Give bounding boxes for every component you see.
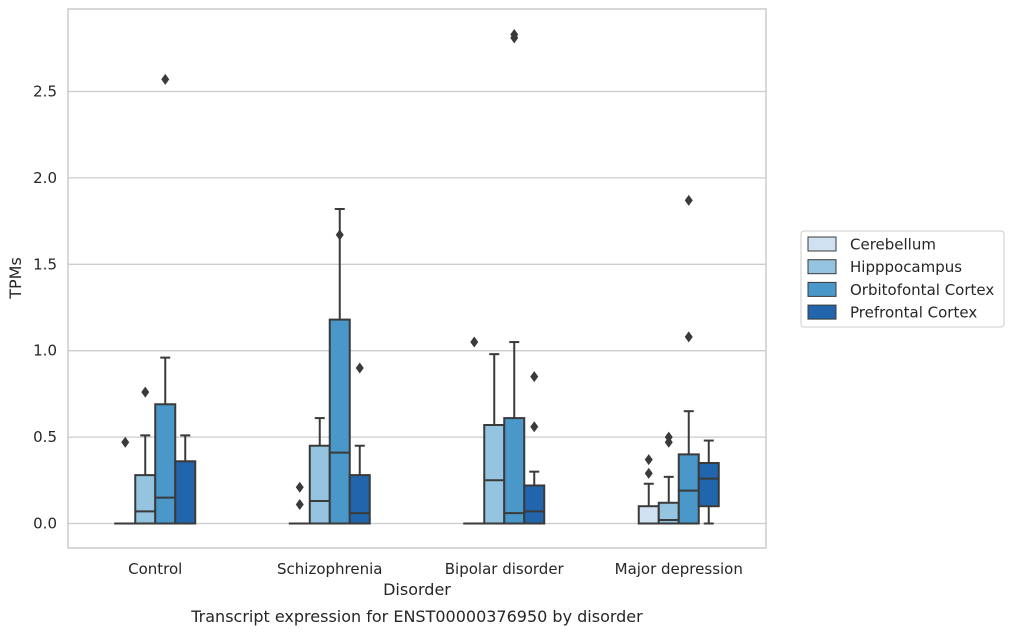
- box-iqr: [328, 318, 351, 525]
- y-tick-label: 1.5: [33, 255, 57, 273]
- box-iqr: [174, 460, 197, 525]
- y-tick-label: 2.5: [33, 83, 57, 101]
- box-iqr: [483, 424, 506, 525]
- legend-items: Cerebellum Hipppocampus Orbitofontal Corte…: [807, 236, 994, 322]
- box-iqr: [523, 484, 546, 525]
- x-tick-label: Control: [128, 560, 182, 578]
- outlier-point: [141, 386, 150, 398]
- box-iqr: [637, 505, 660, 525]
- box-prefrontal-cortex: [697, 439, 720, 525]
- outlier-point: [530, 371, 539, 383]
- legend-label: Hipppocampus: [850, 258, 962, 276]
- outlier-point: [664, 436, 673, 448]
- outlier-point: [684, 331, 693, 343]
- y-axis-title: TPMs: [6, 257, 25, 300]
- box-orbitofontal-cortex: [503, 28, 526, 525]
- plot-area-frame: [67, 8, 767, 549]
- box-cerebellum: [637, 454, 660, 525]
- legend-label: Prefrontal Cortex: [850, 304, 977, 322]
- box-iqr: [697, 462, 720, 508]
- outlier-point: [644, 454, 653, 466]
- box-hipppocampus: [657, 431, 680, 525]
- outlier-point: [161, 73, 170, 85]
- box-hipppocampus: [308, 417, 331, 525]
- y-tick-label: 1.0: [33, 342, 57, 360]
- box-prefrontal-cortex: [348, 362, 371, 525]
- box-orbitofontal-cortex: [154, 73, 177, 525]
- legend: Cerebellum Hipppocampus Orbitofontal Corte…: [800, 230, 1005, 328]
- box-iqr: [154, 403, 177, 525]
- box-orbitofontal-cortex: [677, 194, 700, 525]
- box-hipppocampus: [134, 386, 157, 525]
- y-tick-label: 2.0: [33, 169, 57, 187]
- legend-swatch: [807, 259, 837, 275]
- y-tick-labels: 0.0 0.5 1.0 1.5 2.0 2.5: [33, 83, 57, 533]
- figure-caption: Transcript expression for ENST0000037695…: [190, 607, 643, 626]
- box-iqr: [134, 474, 157, 525]
- legend-label: Cerebellum: [850, 236, 936, 254]
- box-iqr: [308, 444, 331, 525]
- outlier-point: [510, 28, 519, 40]
- x-tick-label: Major depression: [615, 560, 743, 578]
- outlier-point: [295, 498, 304, 510]
- legend-swatch: [807, 304, 837, 320]
- outlier-point: [295, 481, 304, 493]
- outlier-point: [684, 194, 693, 206]
- outlier-point: [530, 421, 539, 433]
- box-cerebellum: [114, 436, 137, 525]
- box-iqr: [503, 417, 526, 525]
- box-iqr: [677, 453, 700, 525]
- box-cerebellum: [463, 336, 486, 525]
- legend-frame: [800, 230, 1005, 328]
- legend-swatch: [807, 281, 837, 297]
- x-tick-label: Schizophrenia: [277, 560, 382, 578]
- legend-label: Orbitofontal Cortex: [850, 281, 994, 299]
- box-hipppocampus: [483, 353, 506, 525]
- y-tick-label: 0.5: [33, 428, 57, 446]
- outlier-point: [644, 467, 653, 479]
- outlier-point: [335, 229, 344, 241]
- legend-swatch: [807, 236, 837, 252]
- box-prefrontal-cortex: [523, 371, 546, 525]
- box-cerebellum: [288, 481, 311, 525]
- box-orbitofontal-cortex: [328, 208, 351, 525]
- outlier-point: [355, 362, 364, 374]
- box-layer: [114, 28, 720, 525]
- x-tick-labels: Control Schizophrenia Bipolar disorder Majo…: [128, 560, 743, 578]
- x-axis-title: Disorder: [383, 580, 451, 599]
- outlier-point: [121, 436, 130, 448]
- box-iqr: [348, 474, 371, 525]
- y-tick-label: 0.0: [33, 515, 57, 533]
- x-tick-label: Bipolar disorder: [445, 560, 565, 578]
- outlier-point: [470, 336, 479, 348]
- box-prefrontal-cortex: [174, 434, 197, 525]
